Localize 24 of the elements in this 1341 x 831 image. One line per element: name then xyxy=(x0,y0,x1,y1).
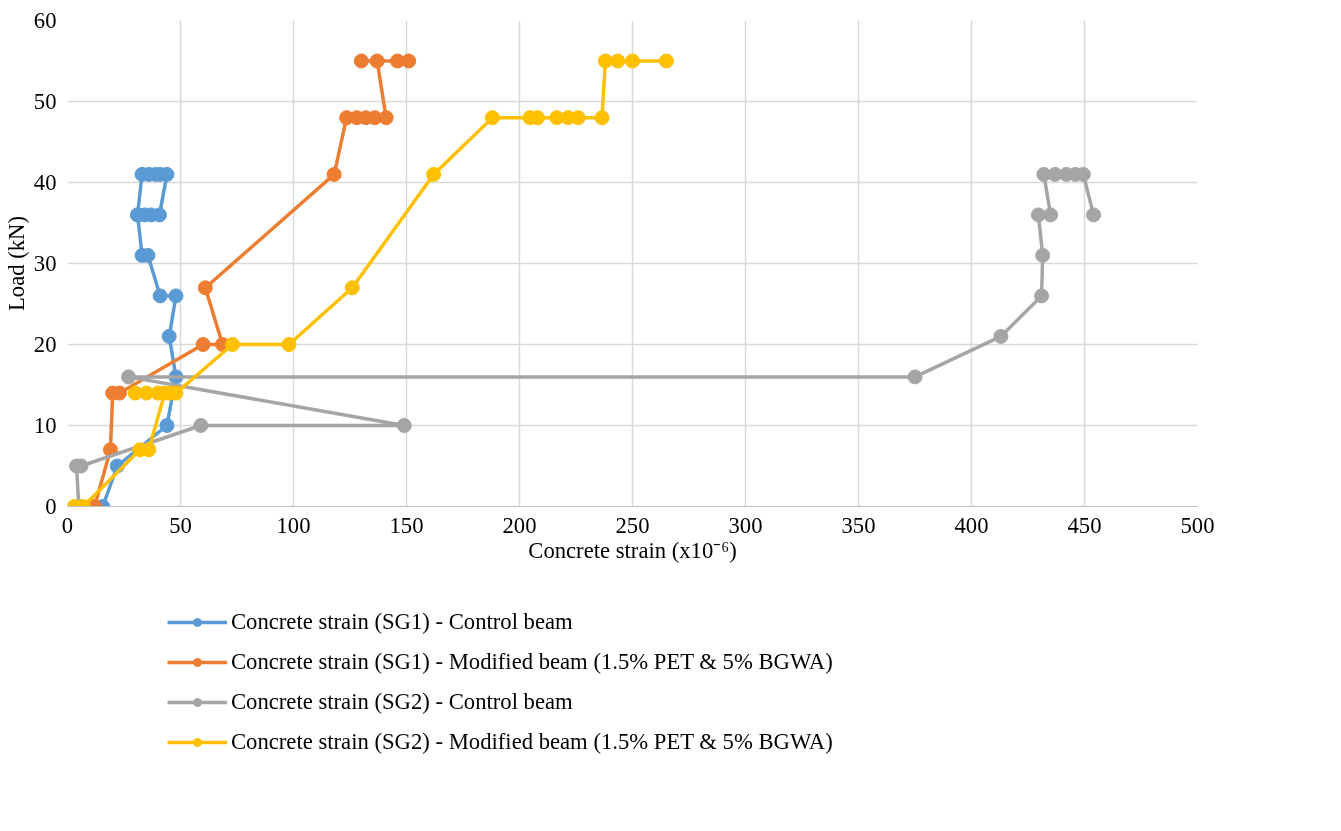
x-tick-label: 300 xyxy=(728,512,763,538)
y-tick-label: 10 xyxy=(33,413,57,438)
x-tick-label: 400 xyxy=(954,512,989,538)
y-tick-label: 0 xyxy=(45,494,57,519)
x-tick-label: 250 xyxy=(615,512,650,538)
x-tick-label: 450 xyxy=(1067,512,1102,538)
y-tick-label: 60 xyxy=(33,8,57,33)
x-tick-label: 50 xyxy=(169,512,192,538)
x-tick-label: 200 xyxy=(502,512,537,538)
legend-label: Concrete strain (SG2) - Control beam xyxy=(231,689,573,715)
x-tick-label: 350 xyxy=(841,512,876,538)
x-tick-label: 0 xyxy=(61,512,74,538)
x-tick-label: 150 xyxy=(389,512,424,538)
y-tick-label: 30 xyxy=(33,251,57,276)
legend-label: Concrete strain (SG2) - Modified beam (1.5% PET & 5% BGWA) xyxy=(231,729,833,755)
y-tick-label: 20 xyxy=(33,332,57,357)
y-tick-label: 40 xyxy=(33,170,57,195)
legend-label: Concrete strain (SG1) - Control beam xyxy=(231,609,573,635)
y-tick-label: 50 xyxy=(33,89,57,114)
x-axis-title: Concrete strain (x10⁻⁶) xyxy=(528,537,737,563)
x-tick-label: 100 xyxy=(276,512,311,538)
y-axis-title: Load (kN) xyxy=(3,216,29,311)
legend-label: Concrete strain (SG1) - Modified beam (1.5% PET & 5% BGWA) xyxy=(231,649,833,675)
x-tick-label: 500 xyxy=(1180,512,1215,538)
